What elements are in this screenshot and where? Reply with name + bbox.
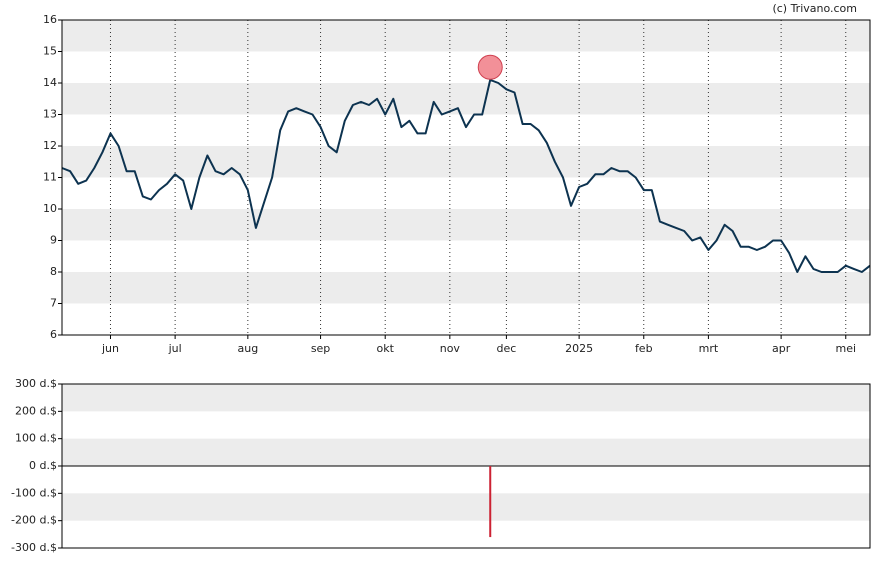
grid-band bbox=[62, 384, 870, 412]
x-tick-label: mrt bbox=[699, 342, 719, 355]
x-tick-label: okt bbox=[376, 342, 394, 355]
grid-band bbox=[62, 83, 870, 115]
grid-band bbox=[62, 493, 870, 521]
y-tick-label: 200 d.$ bbox=[15, 404, 57, 417]
y-tick-label: 16 bbox=[43, 13, 57, 26]
y-tick-label: 12 bbox=[43, 139, 57, 152]
y-tick-label: 0 d.$ bbox=[29, 459, 57, 472]
grid-band bbox=[62, 438, 870, 466]
y-tick-label: -200 d.$ bbox=[11, 514, 57, 527]
x-tick-label: apr bbox=[772, 342, 791, 355]
x-tick-label: jun bbox=[101, 342, 119, 355]
grid-band bbox=[62, 272, 870, 304]
price-line bbox=[61, 78, 871, 273]
x-tick-label: dec bbox=[496, 342, 516, 355]
x-tick-label: mei bbox=[835, 342, 856, 355]
x-tick-label: sep bbox=[311, 342, 330, 355]
y-tick-label: 7 bbox=[50, 297, 57, 310]
y-tick-label: 9 bbox=[50, 234, 57, 247]
y-tick-label: 8 bbox=[50, 265, 57, 278]
y-tick-label: 11 bbox=[43, 171, 57, 184]
x-tick-label: 2025 bbox=[565, 342, 593, 355]
y-tick-label: -100 d.$ bbox=[11, 486, 57, 499]
credit: (c) Trivano.com bbox=[772, 2, 857, 15]
grid-band bbox=[62, 20, 870, 52]
event-marker bbox=[477, 54, 503, 80]
x-tick-label: nov bbox=[440, 342, 461, 355]
y-tick-label: 10 bbox=[43, 202, 57, 215]
y-tick-label: 100 d.$ bbox=[15, 432, 57, 445]
y-tick-label: 13 bbox=[43, 108, 57, 121]
grid-band bbox=[62, 209, 870, 241]
y-tick-label: 15 bbox=[43, 45, 57, 58]
x-tick-label: feb bbox=[635, 342, 653, 355]
bar bbox=[489, 466, 492, 538]
y-tick-label: 300 d.$ bbox=[15, 377, 57, 390]
x-tick-label: jul bbox=[168, 342, 182, 355]
y-tick-label: 14 bbox=[43, 76, 57, 89]
grid-band bbox=[62, 146, 870, 178]
plot-frame bbox=[61, 19, 871, 336]
plot-frame bbox=[61, 383, 871, 549]
x-tick-label: aug bbox=[237, 342, 258, 355]
y-tick-label: -300 d.$ bbox=[11, 541, 57, 554]
y-tick-label: 6 bbox=[50, 328, 57, 341]
